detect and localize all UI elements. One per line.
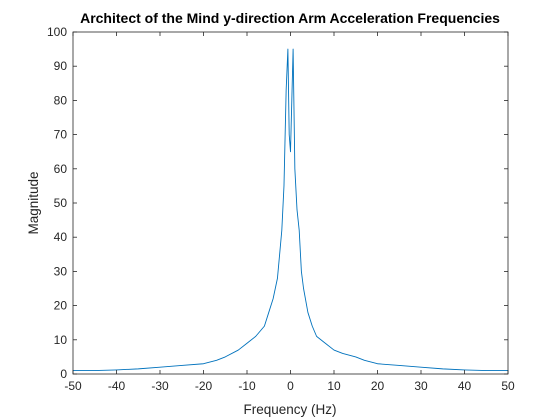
series-layer [73, 48, 508, 372]
y-tick-label: 0 [60, 367, 67, 381]
plot-area [73, 32, 508, 374]
x-tick-label: 10 [327, 379, 341, 393]
x-tick-label: 50 [501, 379, 515, 393]
x-tick-label: -50 [64, 379, 82, 393]
y-tick-label: 10 [54, 333, 68, 347]
y-tick-label: 40 [54, 230, 68, 244]
y-tick-label: 30 [54, 264, 68, 278]
axes-box [72, 31, 509, 375]
x-tick-label: -20 [195, 379, 213, 393]
x-tick-label: 40 [458, 379, 472, 393]
x-tick-label: 0 [287, 379, 294, 393]
y-axis-label: Magnitude [26, 171, 41, 234]
y-tick-label: 20 [54, 299, 68, 313]
series-line [73, 48, 508, 372]
y-tick-label: 50 [54, 196, 68, 210]
y-tick-label: 90 [54, 59, 68, 73]
x-tick-label: 20 [371, 379, 385, 393]
x-tick-label: -30 [151, 379, 169, 393]
ticks-layer: -50 -40 -30 -20 -10 0 10 20 30 40 50 0 10 20 30 40 50 60 7… [47, 25, 515, 393]
chart-title: Architect of the Mind y-direction Arm Ac… [80, 10, 500, 26]
y-tick-label: 60 [54, 162, 68, 176]
y-tick-label: 70 [54, 128, 68, 142]
x-tick-label: -10 [238, 379, 256, 393]
x-tick-label: -40 [108, 379, 126, 393]
y-tick-label: 100 [47, 25, 67, 39]
x-axis-label: Frequency (Hz) [243, 402, 336, 417]
x-tick-label: 30 [414, 379, 428, 393]
y-tick-label: 80 [54, 93, 68, 107]
